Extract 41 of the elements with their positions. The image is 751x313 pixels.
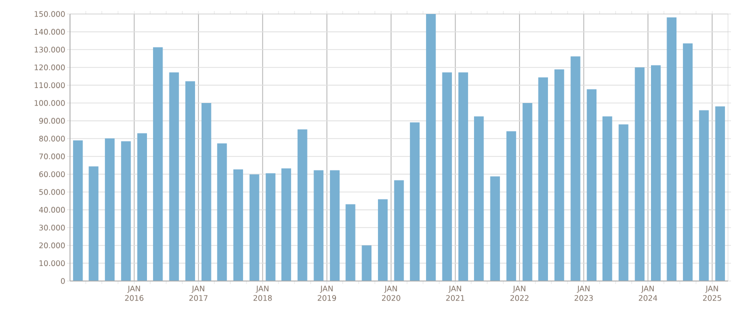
bar — [474, 116, 484, 281]
bar — [378, 199, 388, 281]
bar — [570, 56, 580, 281]
bar — [137, 133, 147, 281]
bar — [330, 170, 340, 281]
bar — [410, 122, 420, 281]
bar — [185, 81, 196, 281]
bar — [281, 168, 292, 281]
bar — [298, 129, 308, 281]
bar — [233, 169, 244, 281]
bar — [442, 72, 452, 281]
bar — [554, 69, 564, 281]
bar — [426, 14, 436, 281]
bar — [602, 116, 612, 281]
bar — [699, 110, 709, 281]
bar — [153, 47, 163, 281]
bar — [666, 17, 676, 281]
bar — [586, 89, 597, 281]
bar — [104, 138, 115, 281]
bar — [715, 106, 725, 281]
bar — [682, 43, 693, 281]
bar — [538, 77, 548, 281]
bar — [490, 176, 500, 281]
bar — [217, 143, 227, 281]
bar — [266, 173, 276, 281]
bar — [169, 72, 179, 281]
bar — [506, 131, 516, 281]
bar — [362, 245, 372, 281]
bar — [618, 124, 628, 281]
bar — [73, 140, 83, 281]
bar — [250, 174, 260, 281]
bar — [394, 180, 404, 281]
bar — [121, 141, 131, 281]
bar — [634, 67, 645, 281]
bar — [458, 72, 468, 281]
bar — [522, 103, 532, 281]
bar — [346, 204, 356, 281]
bar — [314, 170, 324, 281]
bar — [651, 65, 661, 281]
bar — [202, 103, 212, 281]
bar — [88, 166, 98, 281]
